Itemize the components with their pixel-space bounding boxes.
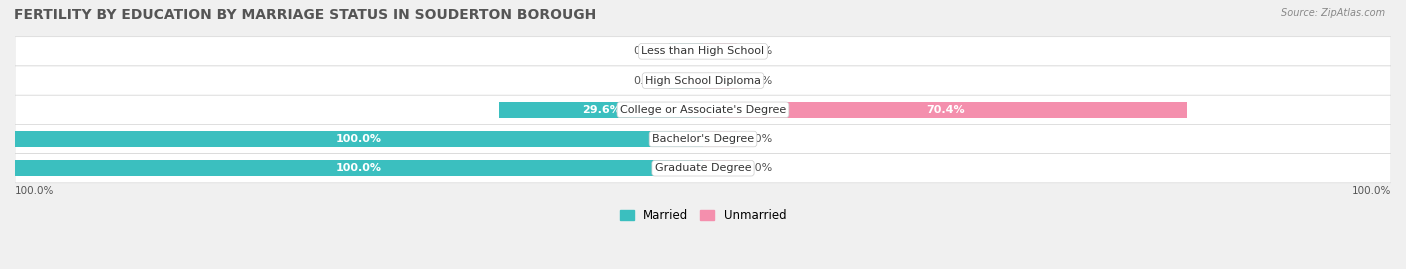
Legend: Married, Unmarried: Married, Unmarried — [620, 209, 786, 222]
FancyBboxPatch shape — [15, 37, 1391, 66]
Text: Graduate Degree: Graduate Degree — [655, 163, 751, 173]
Text: 29.6%: 29.6% — [582, 105, 620, 115]
Text: 100.0%: 100.0% — [336, 163, 382, 173]
Text: FERTILITY BY EDUCATION BY MARRIAGE STATUS IN SOUDERTON BOROUGH: FERTILITY BY EDUCATION BY MARRIAGE STATU… — [14, 8, 596, 22]
Bar — [703, 102, 1187, 118]
Text: College or Associate's Degree: College or Associate's Degree — [620, 105, 786, 115]
Text: Source: ZipAtlas.com: Source: ZipAtlas.com — [1281, 8, 1385, 18]
Bar — [703, 160, 737, 176]
Text: 0.0%: 0.0% — [744, 134, 772, 144]
Text: Bachelor's Degree: Bachelor's Degree — [652, 134, 754, 144]
FancyBboxPatch shape — [15, 154, 1391, 183]
Bar — [703, 73, 737, 89]
Bar — [669, 43, 703, 59]
FancyBboxPatch shape — [15, 66, 1391, 95]
Text: 100.0%: 100.0% — [1351, 186, 1391, 196]
FancyBboxPatch shape — [15, 124, 1391, 154]
Text: 0.0%: 0.0% — [634, 76, 662, 86]
Text: High School Diploma: High School Diploma — [645, 76, 761, 86]
Bar — [15, 160, 703, 176]
Text: 0.0%: 0.0% — [744, 163, 772, 173]
Text: Less than High School: Less than High School — [641, 46, 765, 56]
Text: 70.4%: 70.4% — [927, 105, 965, 115]
FancyBboxPatch shape — [15, 95, 1391, 124]
Bar — [703, 43, 737, 59]
Text: 100.0%: 100.0% — [336, 134, 382, 144]
Bar — [669, 73, 703, 89]
Text: 0.0%: 0.0% — [634, 46, 662, 56]
Text: 0.0%: 0.0% — [744, 46, 772, 56]
Text: 100.0%: 100.0% — [15, 186, 55, 196]
Bar — [15, 131, 703, 147]
Bar — [499, 102, 703, 118]
Text: 0.0%: 0.0% — [744, 76, 772, 86]
Bar — [703, 131, 737, 147]
